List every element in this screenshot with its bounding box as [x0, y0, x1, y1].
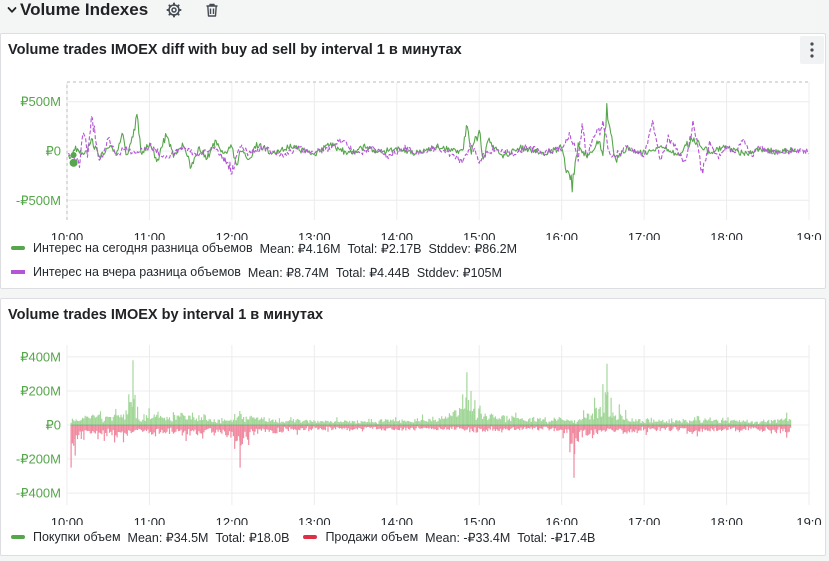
volume-chart[interactable]: 10:00 11:00 12:00 13:00 14:00 15:00 16:00 17:00…: [1, 339, 823, 525]
x-tick-label: 10:00: [51, 515, 84, 525]
x-tick-label: 14:00: [381, 230, 414, 240]
series-point: [70, 151, 77, 158]
y-tick-label: ₽500M: [20, 94, 61, 109]
x-tick-label: 10:00: [51, 230, 84, 240]
x-tick-label: 12:00: [216, 230, 249, 240]
y-tick-label: ₽0: [45, 144, 61, 159]
x-tick-label: 18:00: [710, 515, 743, 525]
y-tick-label: -₽200M: [16, 452, 61, 467]
more-vertical-icon: [810, 42, 814, 58]
panel-menu-button[interactable]: [800, 36, 824, 64]
legend-swatch: [303, 535, 318, 539]
x-tick-label: 19:0: [796, 230, 821, 240]
y-tick-label: ₽0: [45, 418, 61, 433]
x-tick-label: 13:00: [298, 230, 331, 240]
legend-total: Total: ₽2.17B: [347, 241, 422, 256]
legend-item-today[interactable]: Интерес на сегодня разница объемов Mean:…: [11, 236, 524, 260]
x-tick-label: 15:00: [463, 515, 496, 525]
series-line: [68, 115, 810, 175]
legend-mean: Mean: ₽8.74M: [247, 265, 329, 280]
legend-mean: Mean: ₽34.5M: [127, 530, 209, 545]
legend-mean: Mean: -₽33.4M: [425, 530, 511, 545]
y-tick-label: ₽400M: [20, 349, 61, 364]
x-tick-label: 12:00: [216, 515, 249, 525]
x-tick-label: 17:00: [628, 230, 661, 240]
legend-series-name: Продажи объем: [325, 530, 419, 544]
trash-icon[interactable]: [204, 2, 220, 18]
legend-swatch: [11, 535, 25, 539]
x-tick-label: 11:00: [134, 230, 166, 240]
legend: Покупки объем Mean: ₽34.5M Total: ₽18.0B…: [11, 525, 602, 549]
diff-chart[interactable]: 10:00 11:00 12:00 13:00 14:00 15:00 16:00 17:00…: [1, 70, 823, 240]
panel-diff: Volume trades IMOEX diff with buy ad sel…: [0, 33, 826, 289]
x-tick-label: 16:00: [545, 515, 578, 525]
y-tick-label: ₽200M: [20, 383, 61, 398]
legend-mean: Mean: ₽4.16M: [259, 241, 341, 256]
x-tick-label: 11:00: [134, 515, 166, 525]
gear-icon[interactable]: [166, 2, 182, 18]
legend-swatch: [11, 270, 25, 274]
panel-volume: Volume trades IMOEX by interval 1 в мину…: [0, 298, 826, 556]
legend-swatch: [11, 246, 25, 250]
x-tick-label: 13:00: [298, 515, 331, 525]
x-tick-label: 15:00: [463, 230, 496, 240]
row-title[interactable]: Volume Indexes: [20, 0, 149, 19]
legend-total: Total: ₽4.44B: [335, 265, 410, 280]
chevron-down-icon[interactable]: [6, 4, 18, 16]
x-tick-label: 19:0: [796, 515, 821, 525]
y-tick-label: -₽500M: [16, 193, 61, 208]
legend-total: Total: ₽18.0B: [215, 530, 290, 545]
buy-bars: [70, 360, 792, 425]
legend-item-buy[interactable]: Покупки объем Mean: ₽34.5M Total: ₽18.0B…: [11, 525, 602, 549]
panel-title[interactable]: Volume trades IMOEX diff with buy ad sel…: [8, 42, 462, 58]
sell-bars: [70, 425, 792, 478]
legend-stddev: Stddev: ₽105M: [416, 265, 502, 280]
legend-total: Total: -₽17.4B: [517, 530, 596, 545]
x-tick-label: 18:00: [710, 230, 743, 240]
legend-stddev: Stddev: ₽86.2M: [428, 241, 518, 256]
y-tick-label: -₽400M: [16, 486, 61, 501]
legend-series-name: Интерес на вчера разница объемов: [33, 265, 241, 279]
legend: Интерес на сегодня разница объемов Mean:…: [11, 236, 524, 284]
x-tick-label: 17:00: [628, 515, 661, 525]
row-header: Volume Indexes: [0, 0, 829, 22]
legend-series-name: Интерес на сегодня разница объемов: [33, 241, 253, 255]
x-tick-label: 16:00: [545, 230, 578, 240]
series-point: [69, 158, 78, 167]
plot-area-border: [66, 81, 809, 220]
legend-item-yesterday[interactable]: Интерес на вчера разница объемов Mean: ₽…: [11, 260, 524, 284]
legend-series-name: Покупки объем: [33, 530, 121, 544]
panel-title[interactable]: Volume trades IMOEX by interval 1 в мину…: [8, 307, 324, 323]
x-tick-label: 14:00: [381, 515, 414, 525]
